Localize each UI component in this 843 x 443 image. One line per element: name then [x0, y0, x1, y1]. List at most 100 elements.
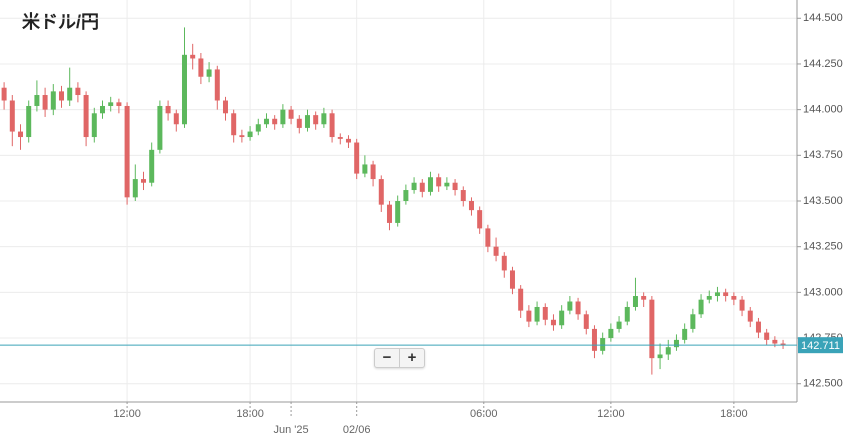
candle-body — [190, 54, 196, 59]
x-tick-label: 12:00 — [597, 408, 625, 420]
candle-body — [411, 182, 417, 191]
candle-body — [780, 343, 786, 346]
candle-body — [296, 118, 302, 128]
candle-body — [698, 299, 704, 315]
candle-body — [755, 321, 761, 333]
candle-body — [649, 299, 655, 359]
zoom-out-button[interactable]: − — [382, 349, 392, 366]
candle-body — [157, 105, 163, 150]
candle-body — [173, 113, 179, 125]
candle-body — [518, 288, 524, 311]
candle-body — [764, 332, 770, 340]
chart-title: 米ドル/円 — [22, 11, 99, 32]
candle-body — [222, 100, 228, 114]
candle-body — [427, 177, 433, 192]
candle-body — [34, 95, 40, 106]
candle-body — [132, 179, 138, 198]
candle-body — [58, 91, 64, 101]
candle-body — [288, 109, 294, 119]
candle-body — [345, 138, 351, 143]
candle-body — [116, 102, 122, 106]
candle-body — [723, 292, 729, 297]
candle-body — [83, 95, 89, 138]
candle-body — [337, 137, 343, 139]
x-tick-label: 18:00 — [236, 408, 264, 420]
candle-body — [468, 201, 474, 211]
candle-body — [140, 179, 146, 183]
candle-body — [452, 182, 458, 191]
candle-body — [214, 69, 220, 101]
candle-body — [460, 190, 466, 201]
x-tick-label: 12:00 — [113, 408, 141, 420]
candle-body — [67, 87, 73, 101]
candle-body — [362, 164, 368, 174]
candle-body — [75, 87, 81, 96]
candle-body — [124, 105, 130, 198]
candle-body — [386, 204, 392, 223]
candle-body — [493, 246, 499, 256]
candle-body — [731, 296, 737, 300]
candle-body — [739, 299, 745, 311]
y-tick-label: 144.250 — [803, 58, 843, 70]
candles — [1, 27, 786, 375]
x-tick-label: 06:00 — [470, 408, 498, 420]
current-price-label: 142.711 — [801, 340, 840, 352]
y-tick-label: 144.500 — [803, 12, 843, 24]
candle-body — [567, 301, 573, 311]
candle-body — [239, 135, 245, 138]
candle-body — [583, 314, 589, 329]
zoom-controls: − + — [374, 348, 425, 368]
candle-body — [395, 201, 401, 223]
y-tick-label: 143.250 — [803, 241, 843, 253]
candle-body — [108, 102, 114, 106]
candle-body — [17, 131, 23, 138]
candle-body — [444, 182, 450, 187]
x-tick-label: Jun '25 — [274, 424, 309, 436]
candle-body — [706, 296, 712, 300]
candle-body — [682, 328, 688, 340]
candle-body — [378, 179, 384, 205]
candle-body — [329, 113, 335, 138]
candle-body — [198, 58, 204, 77]
candle-body — [600, 338, 606, 351]
candle-body — [641, 296, 647, 300]
candle-body — [550, 319, 556, 326]
candle-body — [665, 347, 671, 355]
candle-body — [673, 339, 679, 348]
candle-body — [206, 69, 212, 77]
candle-body — [772, 339, 778, 344]
candle-body — [354, 142, 360, 174]
candle-body — [280, 109, 286, 125]
current-price-box — [798, 337, 843, 354]
candle-body — [313, 115, 319, 125]
candle-body — [272, 118, 278, 125]
candle-body — [436, 177, 442, 187]
candle-body — [231, 113, 237, 136]
candle-body — [1, 87, 7, 101]
x-tick-label: 18:00 — [720, 408, 748, 420]
candle-body — [690, 314, 696, 329]
candle-body — [526, 310, 532, 322]
candle-body — [575, 301, 581, 315]
candle-body — [26, 105, 32, 138]
candle-body — [165, 105, 171, 114]
candle-body — [321, 113, 327, 125]
candle-body — [181, 54, 187, 125]
candle-body — [657, 354, 663, 359]
zoom-in-button[interactable]: + — [399, 349, 424, 367]
candle-body — [608, 328, 614, 339]
y-tick-label: 144.000 — [803, 104, 843, 116]
candle-body — [99, 105, 105, 114]
candle-body — [477, 210, 483, 229]
candle-body — [419, 182, 425, 192]
candle-body — [42, 95, 48, 110]
candle-body — [624, 306, 630, 322]
candle-body — [509, 270, 515, 289]
candle-body — [247, 131, 253, 138]
candle-body — [501, 255, 507, 271]
candle-body — [485, 228, 491, 247]
candle-body — [747, 310, 753, 322]
candle-body — [591, 328, 597, 351]
